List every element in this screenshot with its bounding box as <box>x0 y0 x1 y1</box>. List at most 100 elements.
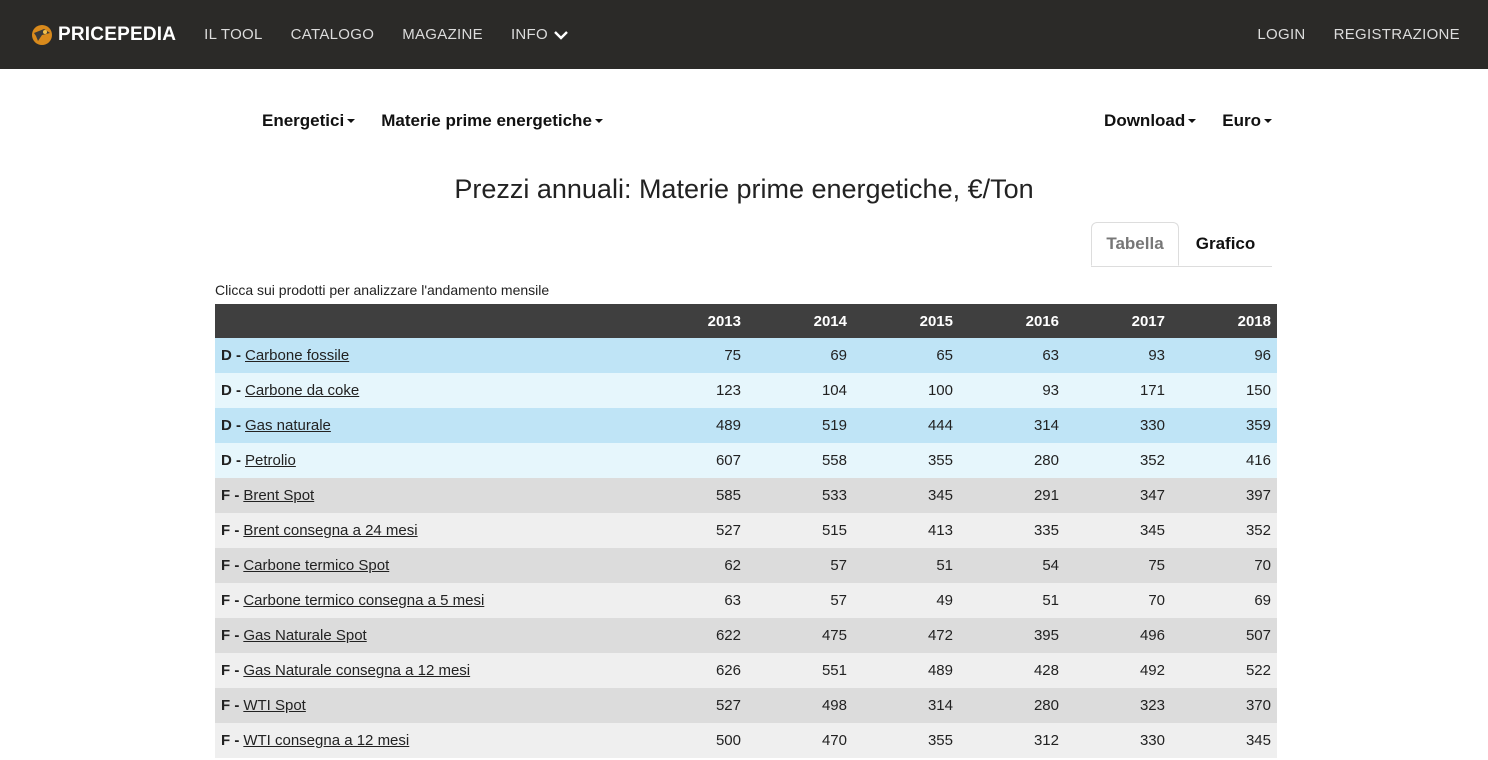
price-cell: 370 <box>1171 688 1277 723</box>
nav-info-label: INFO <box>510 26 548 43</box>
price-cell: 63 <box>641 583 747 618</box>
nav-info[interactable]: INFO <box>511 26 568 43</box>
nav-catalogo[interactable]: CATALOGO <box>290 26 375 43</box>
price-cell: 551 <box>747 653 853 688</box>
column-header-year: 2017 <box>1065 304 1171 338</box>
table-row: F - Brent Spot 585 533 345 291 347 397 <box>215 478 1277 513</box>
table-row: F - Carbone termico consegna a 5 mesi 63 57… <box>215 583 1277 618</box>
price-cell: 444 <box>853 408 959 443</box>
price-cell: 533 <box>747 478 853 513</box>
product-cell: F - WTI consegna a 12 mesi <box>215 723 641 758</box>
brand[interactable]: PRICEPEDIA <box>30 23 176 47</box>
product-cell: F - Brent consegna a 24 mesi <box>215 513 641 548</box>
product-link[interactable]: Carbone termico Spot <box>243 557 390 574</box>
currency-dropdown-label: Euro <box>1222 111 1261 130</box>
top-navbar: PRICEPEDIA IL TOOL CATALOGO MAGAZINE INF… <box>0 0 1488 69</box>
column-header-year: 2016 <box>959 304 1065 338</box>
table-row: F - WTI consegna a 12 mesi 500 470 355 312 330… <box>215 723 1277 758</box>
price-cell: 355 <box>853 443 959 478</box>
main-nav: IL TOOL CATALOGO MAGAZINE INFO <box>190 26 582 43</box>
product-cell: D - Gas naturale <box>215 408 641 443</box>
price-cell: 330 <box>1065 408 1171 443</box>
price-cell: 359 <box>1171 408 1277 443</box>
category-dropdown-label: Energetici <box>262 111 345 130</box>
price-cell: 51 <box>959 583 1065 618</box>
nav-il-tool[interactable]: IL TOOL <box>204 26 263 43</box>
download-dropdown[interactable]: Download <box>1104 111 1197 131</box>
price-cell: 171 <box>1065 373 1171 408</box>
price-cell: 96 <box>1171 338 1277 373</box>
price-cell: 626 <box>641 653 747 688</box>
product-cell: D - Carbone fossile <box>215 338 641 373</box>
price-cell: 335 <box>959 513 1065 548</box>
product-link[interactable]: WTI consegna a 12 mesi <box>243 732 410 749</box>
product-link[interactable]: Carbone da coke <box>245 382 360 399</box>
price-cell: 100 <box>853 373 959 408</box>
product-link[interactable]: Brent Spot <box>243 487 315 504</box>
table-hint: Clicca sui prodotti per analizzare l'and… <box>215 282 550 298</box>
product-link[interactable]: Gas naturale <box>245 417 331 434</box>
nav-magazine[interactable]: MAGAZINE <box>402 26 483 43</box>
table-row: D - Carbone da coke 123 104 100 93 171 150 <box>215 373 1277 408</box>
currency-dropdown[interactable]: Euro <box>1222 111 1272 131</box>
nav-registrazione[interactable]: REGISTRAZIONE <box>1333 26 1460 43</box>
price-cell: 352 <box>1065 443 1171 478</box>
table-body: D - Carbone fossile 75 69 65 63 93 96 D - Carbone… <box>215 338 1277 758</box>
caret-down-icon <box>1264 119 1272 123</box>
price-cell: 69 <box>747 338 853 373</box>
price-cell: 123 <box>641 373 747 408</box>
view-tabs: Tabella Grafico <box>1091 222 1272 267</box>
product-link[interactable]: WTI Spot <box>243 697 306 714</box>
price-cell: 93 <box>959 373 1065 408</box>
subcategory-dropdown[interactable]: Materie prime energetiche <box>381 111 603 131</box>
tab-grafico[interactable]: Grafico <box>1195 234 1256 253</box>
price-cell: 291 <box>959 478 1065 513</box>
product-link[interactable]: Brent consegna a 24 mesi <box>243 522 418 539</box>
price-cell: 522 <box>1171 653 1277 688</box>
price-cell: 93 <box>1065 338 1171 373</box>
price-cell: 489 <box>641 408 747 443</box>
price-cell: 347 <box>1065 478 1171 513</box>
product-type-prefix: F - <box>221 627 240 644</box>
account-nav: LOGIN REGISTRAZIONE <box>1243 26 1460 43</box>
product-link[interactable]: Petrolio <box>245 452 296 469</box>
product-type-prefix: F - <box>221 592 240 609</box>
price-cell: 70 <box>1065 583 1171 618</box>
price-cell: 395 <box>959 618 1065 653</box>
price-cell: 57 <box>747 548 853 583</box>
price-cell: 507 <box>1171 618 1277 653</box>
product-type-prefix: D - <box>221 382 241 399</box>
column-header-product <box>215 304 641 338</box>
price-cell: 62 <box>641 548 747 583</box>
price-cell: 519 <box>747 408 853 443</box>
price-cell: 57 <box>747 583 853 618</box>
price-cell: 51 <box>853 548 959 583</box>
caret-down-icon <box>594 119 603 123</box>
price-cell: 397 <box>1171 478 1277 513</box>
product-cell: F - Carbone termico consegna a 5 mesi <box>215 583 641 618</box>
column-header-year: 2015 <box>853 304 959 338</box>
price-cell: 150 <box>1171 373 1277 408</box>
product-type-prefix: F - <box>221 557 240 574</box>
price-cell: 413 <box>853 513 959 548</box>
tab-tabella[interactable]: Tabella <box>1091 222 1179 266</box>
price-cell: 496 <box>1065 618 1171 653</box>
column-header-year: 2013 <box>641 304 747 338</box>
price-cell: 492 <box>1065 653 1171 688</box>
price-cell: 69 <box>1171 583 1277 618</box>
price-cell: 65 <box>853 338 959 373</box>
product-link[interactable]: Gas Naturale consegna a 12 mesi <box>243 662 471 679</box>
category-dropdown[interactable]: Energetici <box>262 111 356 131</box>
download-dropdown-label: Download <box>1104 111 1186 130</box>
product-link[interactable]: Carbone termico consegna a 5 mesi <box>243 592 485 609</box>
nav-login[interactable]: LOGIN <box>1257 26 1306 43</box>
product-link[interactable]: Carbone fossile <box>245 347 350 364</box>
price-cell: 75 <box>641 338 747 373</box>
product-cell: D - Carbone da coke <box>215 373 641 408</box>
price-cell: 558 <box>747 443 853 478</box>
table-row: F - Gas Naturale consegna a 12 mesi 626 551… <box>215 653 1277 688</box>
product-link[interactable]: Gas Naturale Spot <box>243 627 367 644</box>
price-cell: 280 <box>959 688 1065 723</box>
price-cell: 314 <box>853 688 959 723</box>
price-cell: 428 <box>959 653 1065 688</box>
